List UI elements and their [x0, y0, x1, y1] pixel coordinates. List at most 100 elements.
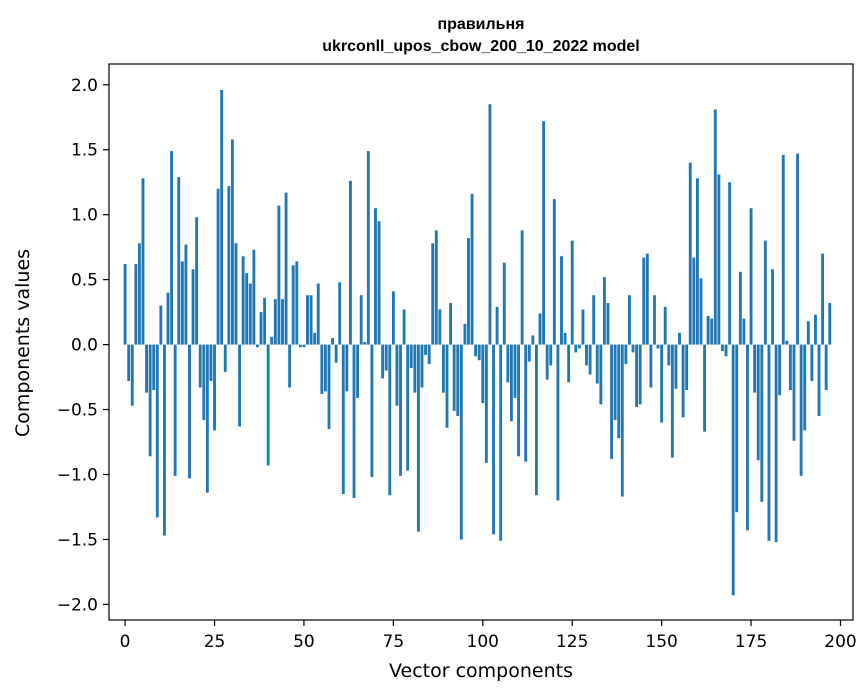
- bar: [581, 309, 585, 345]
- bar: [545, 344, 549, 380]
- bar: [170, 151, 174, 345]
- bar: [577, 344, 581, 349]
- bar: [638, 344, 642, 405]
- bar: [706, 316, 710, 345]
- bar: [388, 344, 392, 496]
- bar: [438, 309, 442, 345]
- bar: [223, 344, 227, 372]
- bar: [184, 244, 188, 345]
- bar: [270, 336, 274, 345]
- y-tick-label: 1.5: [71, 141, 98, 161]
- x-tick-label: 200: [824, 632, 856, 652]
- bar: [177, 177, 181, 345]
- bar: [202, 344, 206, 420]
- bar: [763, 240, 767, 345]
- bar: [259, 312, 263, 345]
- bar: [610, 344, 613, 459]
- bar: [660, 344, 664, 423]
- bar: [667, 344, 671, 366]
- bar: [227, 186, 231, 345]
- bar: [213, 344, 216, 431]
- bar: [470, 193, 474, 345]
- bar: [295, 261, 299, 345]
- bar: [152, 344, 156, 391]
- bar: [760, 344, 764, 502]
- bar: [431, 243, 435, 345]
- bar: [520, 230, 524, 345]
- bar: [327, 344, 331, 430]
- bar: [316, 283, 320, 345]
- bar: [703, 344, 706, 432]
- bar: [130, 344, 134, 406]
- bar: [323, 344, 327, 392]
- bar: [574, 344, 578, 353]
- bar: [635, 344, 639, 407]
- bar: [527, 344, 531, 362]
- bar: [681, 344, 685, 418]
- bar: [359, 295, 363, 345]
- bar: [456, 344, 460, 417]
- bar: [166, 292, 170, 345]
- bar: [298, 344, 302, 348]
- bar: [377, 221, 381, 345]
- bar: [481, 344, 485, 404]
- x-tick-label: 100: [467, 632, 499, 652]
- bar: [731, 344, 735, 596]
- bar: [331, 338, 334, 345]
- bar: [728, 182, 732, 345]
- bar: [338, 282, 342, 345]
- bar: [785, 340, 789, 345]
- bar: [245, 273, 249, 345]
- bar: [774, 344, 778, 543]
- bar: [799, 344, 803, 476]
- bar: [366, 151, 370, 345]
- bar: [173, 344, 177, 476]
- bar: [180, 261, 184, 345]
- bar: [513, 344, 517, 398]
- bar: [542, 121, 546, 345]
- bar: [556, 344, 560, 501]
- bar: [588, 344, 592, 375]
- bar: [352, 344, 356, 498]
- bar: [778, 344, 782, 396]
- bar: [492, 344, 495, 535]
- bar: [753, 344, 757, 393]
- bar: [424, 344, 427, 355]
- bar: [552, 199, 556, 345]
- bar: [524, 344, 528, 462]
- bar: [563, 332, 567, 345]
- bar: [721, 344, 724, 352]
- bar: [685, 344, 689, 391]
- y-axis-label: Components values: [12, 249, 34, 437]
- bar: [663, 306, 667, 345]
- bar: [277, 205, 281, 345]
- bar: [792, 344, 796, 441]
- bar: [803, 344, 807, 431]
- bar: [631, 344, 635, 353]
- bar: [341, 344, 345, 494]
- bar: [484, 344, 488, 463]
- bar: [416, 344, 420, 532]
- bar: [459, 344, 463, 540]
- y-tick-label: 1.0: [71, 206, 98, 226]
- bar: [810, 344, 814, 381]
- bar: [288, 344, 292, 388]
- bar: [688, 162, 692, 345]
- bar: [134, 264, 138, 345]
- bar: [145, 344, 148, 393]
- y-tick-label: −2.0: [57, 595, 98, 615]
- x-tick-label: 25: [204, 632, 226, 652]
- bar: [205, 344, 209, 493]
- bar: [256, 344, 259, 348]
- bar: [495, 306, 499, 345]
- bar: [234, 243, 238, 345]
- bar: [692, 257, 696, 345]
- plot-frame: [108, 63, 854, 621]
- chart-title: правильня: [437, 16, 524, 33]
- y-tick-label: 2.0: [71, 76, 98, 96]
- bar: [427, 344, 431, 365]
- bar: [381, 344, 385, 379]
- bar: [788, 344, 792, 391]
- bar: [306, 295, 309, 345]
